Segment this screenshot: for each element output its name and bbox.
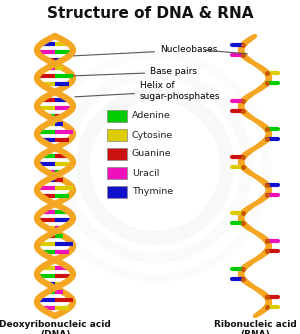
Bar — [107, 148, 127, 160]
Text: Helix of
sugar-phosphates: Helix of sugar-phosphates — [75, 81, 220, 101]
Bar — [107, 129, 127, 141]
Text: Thymine: Thymine — [132, 187, 173, 196]
Bar — [107, 110, 127, 122]
Text: Deoxyribonucleic acid
(DNA): Deoxyribonucleic acid (DNA) — [0, 320, 111, 334]
Text: Cytosine: Cytosine — [132, 131, 173, 140]
Text: Nucleobases: Nucleobases — [74, 45, 218, 56]
Text: Uracil: Uracil — [132, 168, 159, 177]
Text: Base pairs: Base pairs — [73, 67, 197, 76]
Text: Adenine: Adenine — [132, 112, 171, 121]
Text: Guanine: Guanine — [132, 150, 172, 159]
Bar — [107, 186, 127, 198]
Bar — [107, 167, 127, 179]
Text: Ribonucleic acid
(RNA): Ribonucleic acid (RNA) — [214, 320, 296, 334]
Text: Structure of DNA & RNA: Structure of DNA & RNA — [47, 6, 253, 21]
